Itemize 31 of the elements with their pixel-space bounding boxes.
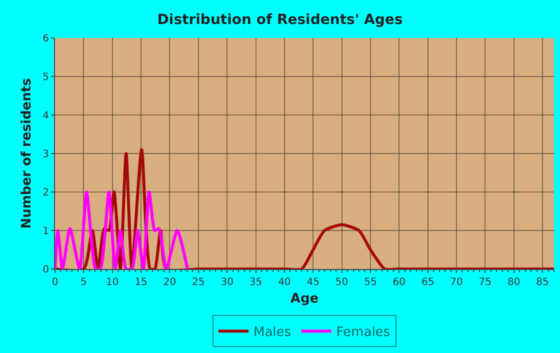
y-tick-label: 4 xyxy=(42,110,49,122)
x-tick-label: 60 xyxy=(392,277,406,288)
x-tick-label: 0 xyxy=(52,277,58,288)
x-tick-label: 5 xyxy=(80,277,87,288)
x-tick-label: 85 xyxy=(536,277,549,288)
x-tick-label: 30 xyxy=(220,277,234,288)
x-tick-label: 40 xyxy=(278,277,291,288)
x-tick-label: 75 xyxy=(478,277,492,288)
x-tick-label: 55 xyxy=(364,277,377,288)
x-tick-label: 20 xyxy=(163,277,176,288)
x-tick-label: 10 xyxy=(106,277,119,288)
x-tick-label: 25 xyxy=(192,277,205,288)
y-tick-label: 5 xyxy=(42,72,49,83)
y-axis-title: Number of residents xyxy=(20,78,35,229)
x-axis-title: Age xyxy=(290,292,319,307)
y-tick-label: 2 xyxy=(42,188,49,198)
y-tick-label: 6 xyxy=(42,34,49,44)
line-series xyxy=(55,190,189,269)
x-tick-label: 50 xyxy=(335,277,348,288)
chart-title: Distribution of Residents' Ages xyxy=(157,12,403,28)
x-tick-label: 70 xyxy=(450,277,463,288)
x-tick-label: 65 xyxy=(421,277,434,288)
x-tick-label: 35 xyxy=(249,277,262,288)
y-tick-label: 0 xyxy=(42,264,49,276)
legend-label: Males xyxy=(254,325,292,340)
x-tick-label: 45 xyxy=(306,277,320,288)
x-tick-label: 80 xyxy=(507,277,520,288)
y-tick-label: 1 xyxy=(42,226,49,237)
x-tick-label: 15 xyxy=(134,277,148,288)
y-tick-label: 3 xyxy=(42,149,49,160)
legend-label: Females xyxy=(336,325,390,340)
